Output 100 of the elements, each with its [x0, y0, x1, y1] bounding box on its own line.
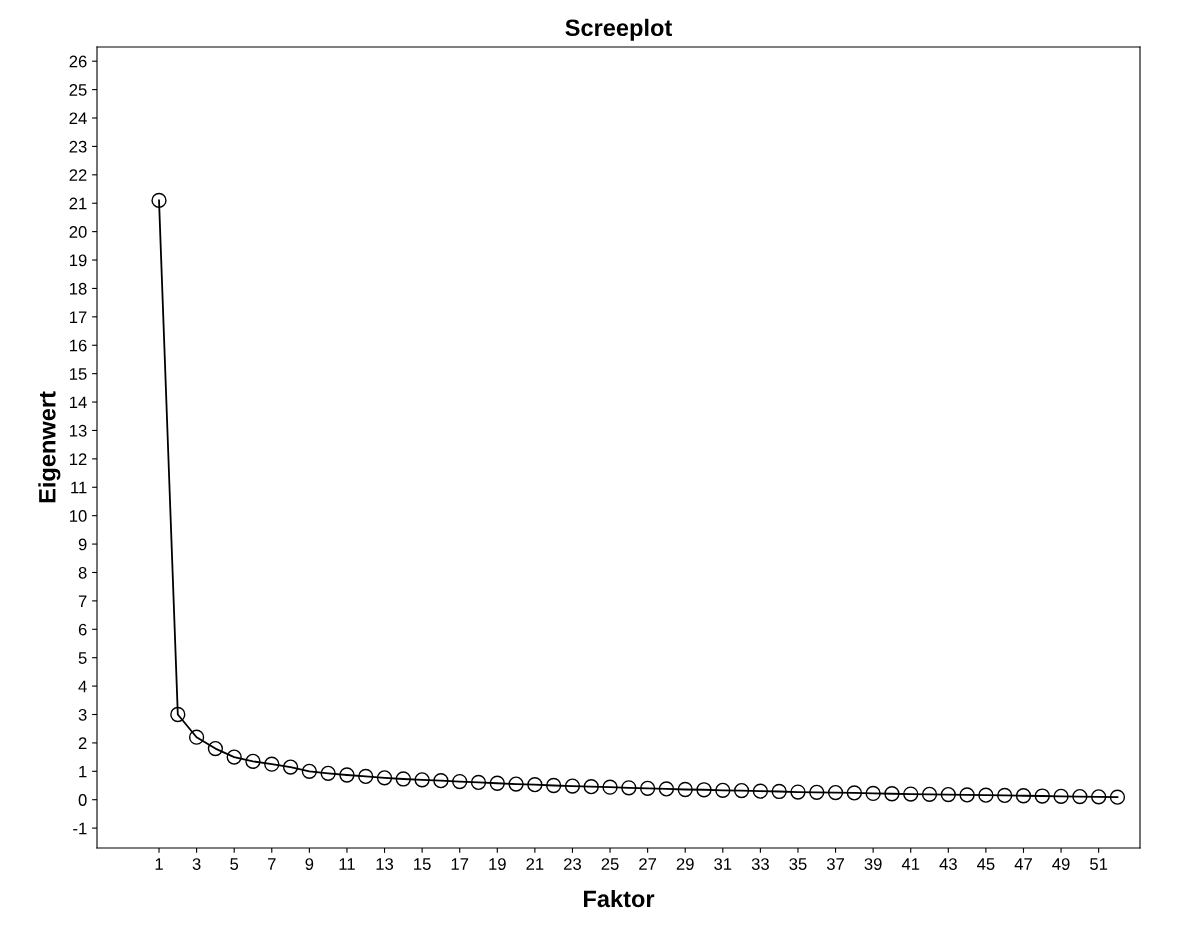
chart-title: Screeplot	[565, 18, 673, 41]
x-tick-label: 37	[826, 858, 844, 870]
point	[621, 780, 637, 796]
y-tick-label: 12	[70, 453, 87, 465]
x-tick-label: 17	[451, 858, 469, 870]
point	[414, 772, 430, 788]
point	[264, 756, 280, 772]
point	[301, 763, 317, 779]
point	[940, 786, 956, 803]
point	[339, 767, 355, 783]
x-tick-label: 31	[714, 858, 732, 870]
point	[1091, 789, 1107, 805]
y-tick-label: 5	[78, 652, 87, 664]
point	[959, 787, 975, 803]
y-tick-label: 20	[69, 226, 87, 238]
point	[320, 765, 336, 781]
y-tick-label: 4	[78, 680, 87, 693]
point	[583, 779, 599, 795]
point	[395, 771, 411, 787]
x-tick-label: 49	[1052, 858, 1070, 870]
point	[546, 777, 562, 794]
y-tick-label: 3	[78, 708, 87, 721]
point	[978, 787, 994, 803]
point	[884, 786, 900, 802]
point	[658, 781, 675, 797]
y-tick-label: 25	[69, 84, 87, 96]
point	[677, 781, 693, 798]
x-tick-label: 33	[751, 858, 769, 870]
point	[809, 784, 825, 800]
point	[602, 779, 618, 795]
x-tick-label: 5	[230, 858, 239, 870]
point	[921, 786, 938, 802]
y-tick-label: 24	[69, 112, 87, 125]
point	[1034, 788, 1050, 804]
y-tick-label: 0	[78, 794, 87, 806]
point	[771, 783, 787, 800]
x-tick-label: 7	[267, 858, 276, 870]
x-tick-label: 35	[789, 858, 807, 870]
point	[903, 786, 919, 802]
x-tick-label: 3	[192, 858, 201, 870]
point	[282, 759, 299, 775]
y-axis-title: Eigenwert	[38, 391, 61, 503]
point	[846, 785, 862, 801]
y-tick-label: 7	[78, 595, 87, 607]
x-tick-label: 21	[526, 858, 544, 870]
y-tick-label: 9	[78, 538, 87, 551]
point	[639, 780, 656, 796]
x-tick-label: 29	[676, 858, 694, 870]
point	[358, 768, 374, 785]
y-tick-label: 6	[78, 623, 87, 636]
point	[470, 774, 487, 791]
point	[752, 783, 769, 799]
y-tick-label: 21	[69, 197, 87, 210]
point	[376, 770, 393, 786]
x-tick-label: 51	[1090, 858, 1108, 870]
point	[452, 773, 468, 790]
y-tick-label: 2	[78, 737, 87, 749]
point	[508, 776, 524, 792]
point	[790, 784, 806, 800]
point	[188, 729, 205, 745]
x-tick-label: 43	[939, 858, 957, 870]
y-tick-label: 1	[79, 765, 87, 778]
x-tick-label: 15	[414, 858, 431, 870]
y-tick-label: 14	[70, 396, 87, 409]
y-tick-label: 22	[69, 169, 87, 181]
point	[696, 782, 712, 798]
x-tick-label: 45	[977, 858, 995, 870]
y-tick-label: 11	[71, 481, 87, 494]
point	[1109, 789, 1126, 805]
point	[489, 775, 505, 791]
x-tick-label: 41	[901, 858, 920, 870]
x-tick-label: 47	[1014, 858, 1032, 870]
x-tick-label: 9	[305, 858, 314, 870]
point	[733, 782, 750, 799]
y-tick-label: 13	[70, 424, 87, 437]
x-tick-label: 27	[639, 858, 657, 870]
x-tick-label: 39	[864, 858, 882, 870]
y-tick-label: 10	[70, 510, 87, 522]
x-tick-label: 23	[564, 858, 581, 870]
x-tick-label: 13	[376, 858, 394, 870]
x-tick-label: 1	[155, 858, 163, 870]
y-tick-label: -1	[73, 822, 87, 835]
point	[1015, 788, 1032, 804]
x-tick-label: 25	[601, 858, 619, 870]
point	[997, 787, 1013, 804]
x-axis-title: Faktor	[584, 889, 655, 908]
point	[527, 777, 543, 793]
x-tick-label: 11	[339, 858, 355, 870]
point	[1053, 788, 1069, 804]
point	[226, 749, 242, 765]
y-tick-label: 23	[69, 140, 87, 153]
y-tick-label: 15	[70, 368, 87, 380]
x-tick-label: 19	[489, 858, 506, 870]
y-tick-label: 18	[70, 282, 87, 295]
y-tick-label: 8	[78, 566, 87, 579]
point	[715, 782, 731, 798]
point	[827, 784, 844, 801]
point	[433, 773, 449, 789]
point	[865, 785, 881, 802]
point	[207, 740, 224, 757]
